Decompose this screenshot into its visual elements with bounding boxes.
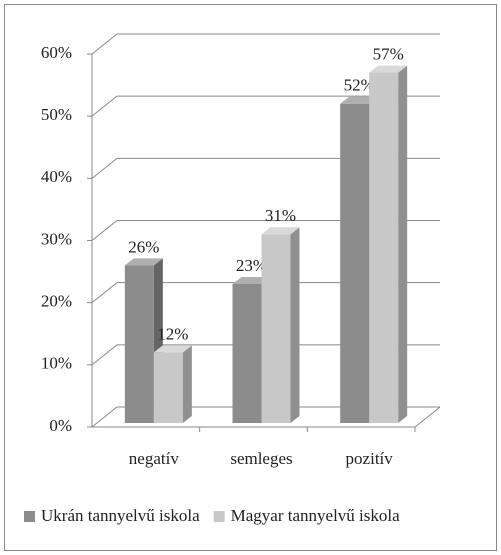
legend-label: Ukrán tannyelvű iskola (41, 506, 200, 525)
bar-front (369, 72, 399, 424)
bar-top (124, 258, 163, 266)
bar-side (398, 65, 408, 424)
bar (369, 65, 408, 424)
grid-line (91, 157, 440, 179)
data-label: 23% (236, 256, 267, 275)
bar-front (153, 352, 183, 423)
bar-front (261, 234, 291, 423)
y-tick-label: 40% (41, 167, 72, 186)
bar-front (232, 284, 262, 423)
data-label: 57% (373, 45, 404, 64)
bar-front (124, 265, 154, 423)
bar-top (340, 96, 379, 104)
legend-label: Magyar tannyelvű iskola (231, 506, 400, 525)
bar-front (340, 103, 370, 423)
y-tick-label: 60% (41, 43, 72, 62)
legend-swatch (24, 511, 35, 522)
data-label: 52% (344, 76, 375, 95)
y-tick-label: 20% (41, 292, 72, 311)
data-label: 26% (128, 237, 159, 256)
y-tick-label: 30% (41, 229, 72, 248)
y-tick-label: 0% (49, 416, 72, 435)
bar-top (369, 65, 408, 73)
data-label: 31% (265, 206, 296, 225)
grid-line (91, 33, 440, 55)
bar-top (232, 277, 271, 285)
y-tick-label: 50% (41, 105, 72, 124)
grid-line (91, 406, 440, 428)
grid-line (91, 220, 440, 241)
grid-line (91, 344, 440, 366)
bar-side (182, 345, 192, 423)
x-tick-label: negatív (129, 449, 180, 468)
x-tick-label: semleges (230, 449, 292, 468)
grid-line (91, 95, 440, 117)
legend-swatch (213, 511, 225, 522)
y-tick-label: 10% (41, 354, 72, 373)
bar-side (290, 227, 300, 423)
grid-line (91, 282, 440, 304)
bar-top (261, 227, 300, 235)
x-tick-label: pozitív (346, 449, 394, 468)
bar-top (153, 345, 192, 353)
data-label: 12% (157, 324, 188, 343)
bar (153, 345, 192, 423)
bar (261, 227, 300, 423)
